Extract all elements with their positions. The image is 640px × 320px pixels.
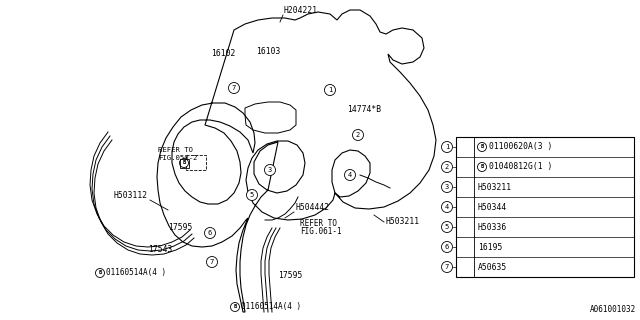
Text: FIG.061-1: FIG.061-1 bbox=[300, 227, 342, 236]
Text: 7: 7 bbox=[232, 85, 236, 91]
Circle shape bbox=[344, 170, 355, 180]
Text: 2: 2 bbox=[356, 132, 360, 138]
Text: B: B bbox=[481, 145, 484, 149]
Circle shape bbox=[442, 202, 452, 212]
Text: A061001032: A061001032 bbox=[589, 305, 636, 314]
Circle shape bbox=[264, 164, 275, 175]
Circle shape bbox=[442, 141, 452, 153]
Text: 01100620A(3 ): 01100620A(3 ) bbox=[489, 142, 552, 151]
Text: 6: 6 bbox=[445, 244, 449, 250]
Circle shape bbox=[207, 257, 218, 268]
Text: 16103: 16103 bbox=[256, 47, 280, 56]
Circle shape bbox=[246, 189, 257, 201]
Circle shape bbox=[442, 162, 452, 172]
Text: H503112: H503112 bbox=[114, 191, 148, 200]
Text: 7: 7 bbox=[445, 264, 449, 270]
Text: 5: 5 bbox=[445, 224, 449, 230]
Circle shape bbox=[95, 268, 104, 277]
Circle shape bbox=[230, 302, 239, 311]
Circle shape bbox=[205, 228, 216, 238]
Circle shape bbox=[442, 242, 452, 252]
Text: B: B bbox=[481, 164, 484, 170]
Text: 6: 6 bbox=[208, 230, 212, 236]
Text: 1: 1 bbox=[328, 87, 332, 93]
Circle shape bbox=[477, 163, 486, 172]
Circle shape bbox=[442, 221, 452, 233]
Circle shape bbox=[179, 158, 189, 167]
Circle shape bbox=[353, 130, 364, 140]
Text: 1: 1 bbox=[445, 144, 449, 150]
Text: 3: 3 bbox=[445, 184, 449, 190]
Text: 01160514A(4 ): 01160514A(4 ) bbox=[241, 302, 301, 311]
Circle shape bbox=[324, 84, 335, 95]
Text: 3: 3 bbox=[268, 167, 272, 173]
Text: H503211: H503211 bbox=[478, 182, 512, 191]
Text: A50635: A50635 bbox=[478, 262, 508, 271]
Text: 01160514A(4 ): 01160514A(4 ) bbox=[106, 268, 166, 277]
Text: B: B bbox=[182, 161, 186, 165]
Text: 16102: 16102 bbox=[211, 49, 235, 58]
Text: 5: 5 bbox=[250, 192, 254, 198]
Text: 7: 7 bbox=[210, 259, 214, 265]
Text: 01040812G(1 ): 01040812G(1 ) bbox=[489, 163, 552, 172]
Circle shape bbox=[477, 142, 486, 151]
Text: REFER TO: REFER TO bbox=[300, 219, 337, 228]
Text: 17595: 17595 bbox=[278, 271, 302, 280]
Text: H503211: H503211 bbox=[386, 217, 420, 226]
Bar bbox=[186, 155, 206, 170]
Text: 17543: 17543 bbox=[148, 245, 172, 254]
Bar bbox=[179, 158, 189, 167]
Text: H50344: H50344 bbox=[478, 203, 508, 212]
Text: FIG.050-2: FIG.050-2 bbox=[158, 155, 197, 161]
Text: 17595: 17595 bbox=[168, 223, 192, 232]
Text: 4: 4 bbox=[348, 172, 352, 178]
Text: H504442: H504442 bbox=[295, 203, 329, 212]
Text: B: B bbox=[234, 305, 237, 309]
Text: B: B bbox=[99, 270, 102, 276]
Text: H204221: H204221 bbox=[283, 6, 317, 15]
Text: 4: 4 bbox=[445, 204, 449, 210]
Text: H50336: H50336 bbox=[478, 222, 508, 231]
Circle shape bbox=[442, 181, 452, 193]
Circle shape bbox=[228, 83, 239, 93]
Text: 2: 2 bbox=[445, 164, 449, 170]
Text: 14774*B: 14774*B bbox=[347, 105, 381, 114]
Circle shape bbox=[442, 261, 452, 273]
Text: 16195: 16195 bbox=[478, 243, 502, 252]
Text: REFER TO: REFER TO bbox=[158, 147, 193, 153]
Bar bbox=[456, 137, 634, 277]
